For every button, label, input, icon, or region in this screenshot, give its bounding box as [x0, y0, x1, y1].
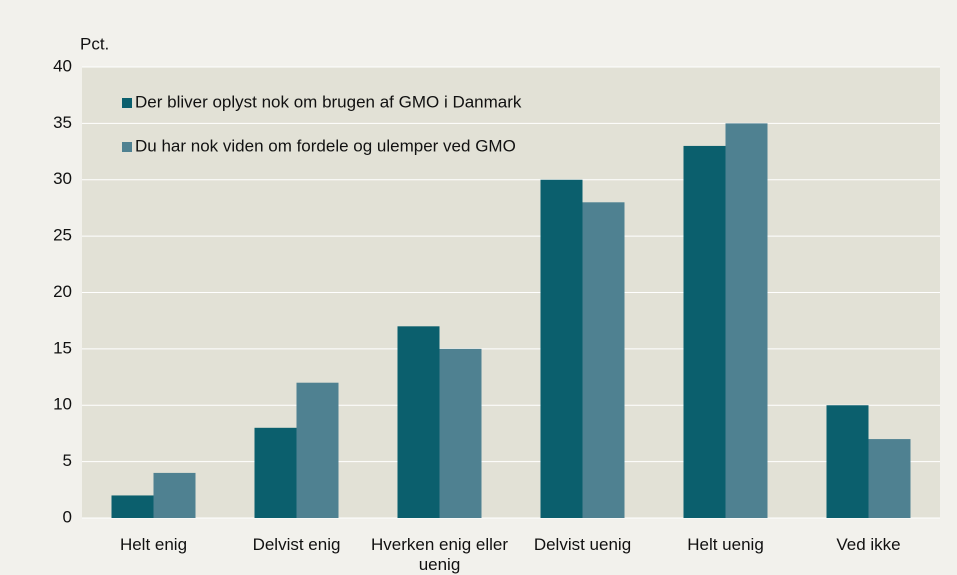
bar	[439, 348, 482, 518]
legend-swatch	[122, 142, 132, 152]
bar	[296, 382, 339, 518]
y-tick-label: 10	[53, 395, 72, 414]
y-axis-label: Pct.	[80, 34, 109, 53]
legend-label: Der bliver oplyst nok om brugen af GMO i…	[135, 92, 522, 111]
y-tick-label: 20	[53, 282, 72, 301]
bar	[582, 202, 625, 519]
x-tick-label: Hverken enig eller uenig	[370, 535, 508, 574]
x-tick-label: Delvist uenig	[533, 535, 632, 554]
bar	[725, 123, 768, 518]
bar	[153, 472, 196, 518]
x-tick-label: Delvist enig	[252, 535, 341, 554]
y-tick-label: 40	[53, 56, 72, 75]
y-tick-label: 15	[53, 338, 72, 357]
bar	[111, 495, 154, 518]
legend-label: Du har nok viden om fordele og ulemper v…	[135, 136, 516, 155]
bar	[254, 427, 297, 518]
bar	[397, 326, 440, 518]
bar	[826, 405, 869, 518]
y-tick-label: 25	[53, 226, 72, 245]
legend-swatch	[122, 98, 132, 108]
y-tick-label: 0	[63, 507, 72, 526]
x-tick-label: Helt uenig	[687, 535, 764, 554]
bar	[868, 439, 911, 518]
y-tick-label: 35	[53, 113, 72, 132]
x-tick-label: Helt enig	[119, 535, 188, 554]
x-tick-label: Ved ikke	[836, 535, 901, 554]
bar	[540, 179, 583, 518]
y-tick-label: 30	[53, 169, 72, 188]
y-tick-label: 5	[63, 451, 72, 470]
bar	[683, 145, 726, 519]
